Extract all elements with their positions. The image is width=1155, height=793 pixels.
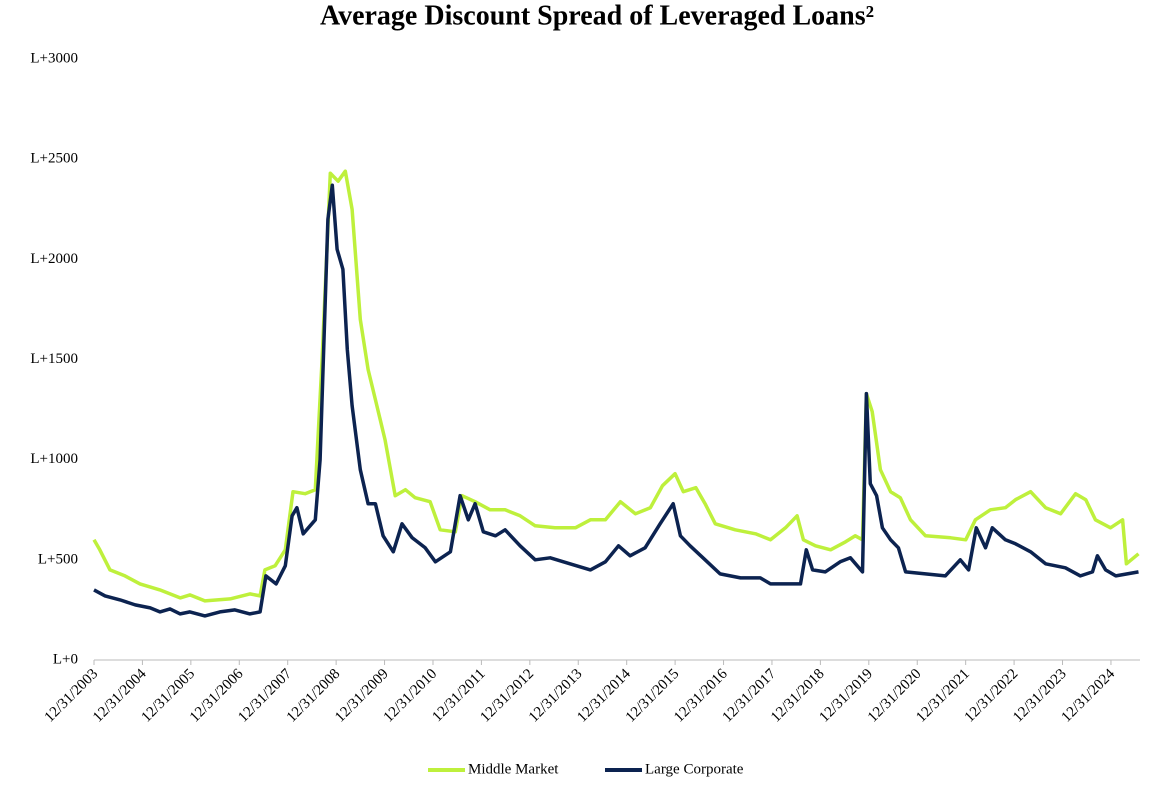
legend-label: Large Corporate (645, 761, 744, 777)
y-tick-label: L+500 (38, 551, 78, 567)
legend-label: Middle Market (468, 761, 559, 777)
y-tick-label: L+0 (53, 651, 78, 667)
series-line (93, 183, 1139, 618)
x-tick-label: 12/31/2024 (1059, 666, 1119, 726)
y-tick-label: L+2500 (30, 151, 78, 167)
series-line (92, 169, 1140, 603)
chart-title: Average Discount Spread of Leveraged Loa… (320, 0, 874, 31)
y-tick-label: L+1500 (30, 351, 78, 367)
y-tick-label: L+1000 (30, 451, 78, 467)
y-tick-label: L+2000 (30, 251, 78, 267)
y-tick-label: L+3000 (30, 50, 78, 66)
